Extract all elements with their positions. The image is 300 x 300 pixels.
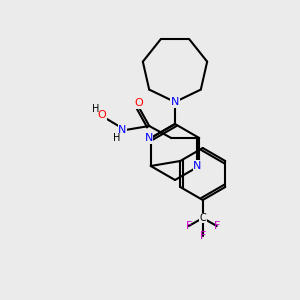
Text: O: O bbox=[135, 98, 144, 108]
Text: F: F bbox=[200, 231, 206, 241]
Text: N: N bbox=[118, 125, 126, 135]
Text: F: F bbox=[214, 221, 220, 231]
Text: H: H bbox=[92, 104, 99, 114]
Text: F: F bbox=[186, 221, 192, 231]
Text: C: C bbox=[200, 213, 206, 223]
Text: N: N bbox=[171, 97, 179, 107]
Text: O: O bbox=[98, 110, 106, 120]
Text: H: H bbox=[112, 133, 120, 143]
Text: N: N bbox=[193, 161, 201, 171]
Text: N: N bbox=[145, 133, 153, 143]
